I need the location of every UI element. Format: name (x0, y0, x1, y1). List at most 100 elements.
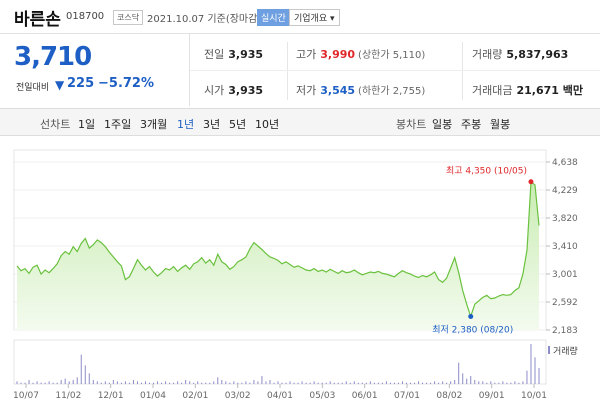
volume-bar (313, 381, 315, 384)
volume-bar (349, 382, 351, 384)
stat-value: 3,545 (320, 84, 356, 97)
volume-bar (333, 382, 335, 384)
volume-bar (293, 382, 295, 384)
line-chart-label: 선차트 (40, 118, 71, 131)
volume-bar (373, 382, 375, 384)
volume-bar (397, 382, 399, 384)
volume-bar (522, 381, 524, 384)
volume-bar (112, 380, 114, 384)
stat-value: 3,935 (228, 48, 264, 61)
stat-volume: 거래량 5,837,963 (472, 46, 568, 62)
divider (190, 70, 600, 71)
stat-open: 시가 3,935 (204, 82, 263, 98)
stat-label: 전일 (204, 48, 225, 61)
volume-bar (534, 357, 536, 384)
volume-bar (297, 382, 299, 384)
volume-bar (88, 373, 90, 384)
volume-bar (361, 382, 363, 384)
volume-bar (389, 382, 391, 384)
market-badge: 코스닥 (113, 10, 144, 25)
volume-bar (92, 380, 94, 384)
volume-bar (28, 380, 30, 384)
volume-bar (498, 382, 500, 384)
tab-3y[interactable]: 3년 (203, 118, 221, 131)
tab-daily[interactable]: 일봉 (432, 118, 453, 131)
volume-bar (197, 381, 199, 384)
tab-weekly[interactable]: 주봉 (461, 118, 482, 131)
volume-bar (249, 382, 251, 384)
volume-bar (518, 382, 520, 384)
volume-bar (52, 382, 54, 384)
tab-1w[interactable]: 1주일 (104, 118, 132, 131)
volume-bar (108, 382, 110, 384)
volume-bar (490, 381, 492, 384)
tab-1d[interactable]: 1일 (78, 118, 96, 131)
y-tick-label: 3,410 (552, 242, 578, 252)
volume-bar (325, 382, 327, 384)
stat-prev-close: 전일 3,935 (204, 46, 263, 62)
volume-bar (221, 380, 223, 384)
volume-bar (474, 380, 476, 384)
volume-bar (341, 382, 343, 384)
stat-sub: (하한가 2,755) (358, 86, 426, 97)
volume-bar (446, 382, 448, 384)
volume-bar (506, 382, 508, 384)
volume-bar (32, 382, 34, 384)
realtime-button[interactable]: 실시간 (257, 9, 290, 26)
volume-bar (185, 380, 187, 384)
volume-bar (104, 381, 106, 384)
y-tick-label: 2,183 (552, 326, 578, 336)
volume-bar (140, 382, 142, 384)
volume-bar (60, 380, 62, 384)
candle-chart-label: 봉차트 (396, 118, 427, 131)
tab-5y[interactable]: 5년 (229, 118, 247, 131)
volume-bar (261, 376, 263, 384)
volume-bar (502, 381, 504, 384)
volume-bar (345, 381, 347, 384)
volume-bar (20, 382, 22, 384)
volume-bar (538, 368, 540, 384)
volume-bar (237, 382, 239, 384)
tab-1y[interactable]: 1년 (177, 118, 195, 131)
y-tick-label: 2,592 (552, 298, 578, 308)
volume-bar (136, 381, 138, 384)
volume-bar (84, 365, 86, 384)
volume-bar (458, 362, 460, 384)
stat-value: 3,990 (320, 48, 356, 61)
volume-bar (478, 381, 480, 384)
stat-value: 21,671 백만 (516, 84, 584, 97)
x-tick-label: 06/01 (352, 391, 378, 401)
volume-bar (462, 373, 464, 384)
volume-bar (149, 382, 151, 384)
x-tick-label: 11/02 (55, 391, 81, 401)
tab-3m[interactable]: 3개월 (140, 118, 168, 131)
x-tick-label: 10/01 (521, 391, 547, 401)
volume-bar (365, 382, 367, 384)
y-tick-label: 4,638 (552, 158, 578, 168)
volume-bar (377, 382, 379, 384)
volume-bar (120, 382, 122, 384)
price-chart[interactable]: 4,638 4,229 3,820 3,410 3,001 2,592 2,183 최고 4… (0, 136, 600, 402)
volume-bar (514, 381, 516, 384)
volume-legend-icon (548, 346, 550, 354)
volume-bar (273, 382, 275, 384)
volume-bar (414, 382, 416, 384)
volume-bar (510, 382, 512, 384)
volume-bar (44, 382, 46, 384)
high-marker (528, 179, 534, 185)
volume-bar (144, 381, 146, 384)
volume-bar (48, 381, 50, 384)
volume-bar (418, 381, 420, 384)
volume-bar (229, 382, 231, 384)
volume-bar (442, 381, 444, 384)
low-annotation: 최저 2,380 (08/20) (432, 325, 513, 336)
volume-bar (385, 381, 387, 384)
volume-bar (132, 380, 134, 384)
price-chart-svg[interactable]: 4,638 4,229 3,820 3,410 3,001 2,592 2,183 최고 4… (0, 136, 600, 402)
company-info-dropdown[interactable]: 기업개요 ▾ (289, 9, 340, 26)
tab-10y[interactable]: 10년 (255, 118, 280, 131)
tab-monthly[interactable]: 월봉 (490, 118, 511, 131)
volume-bar (466, 378, 468, 384)
volume-bar (329, 381, 331, 384)
volume-bar (241, 382, 243, 384)
